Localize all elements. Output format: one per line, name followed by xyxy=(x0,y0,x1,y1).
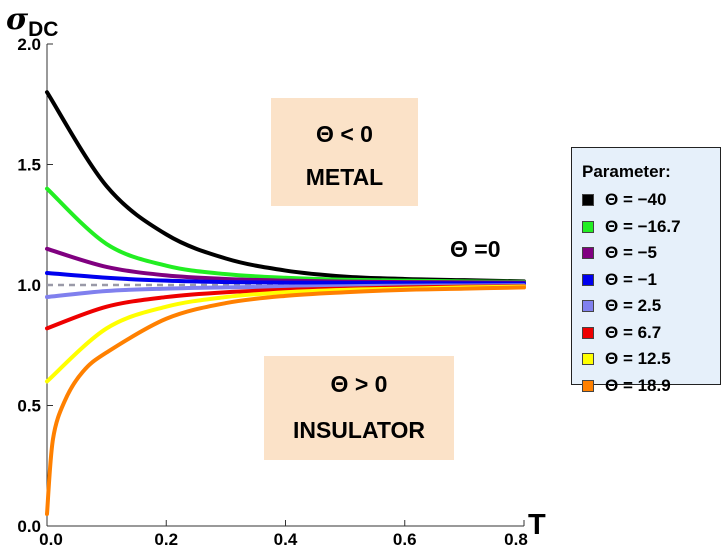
legend-label: Θ = −16.7 xyxy=(605,217,681,237)
y-tick-label: 0.5 xyxy=(17,397,41,416)
x-tick-label: 0.2 xyxy=(154,530,178,549)
legend-swatch xyxy=(582,274,594,286)
legend-label: Θ = 18.9 xyxy=(605,376,671,396)
legend-item: Θ = 18.9 xyxy=(582,373,720,400)
x-tick-label: 0.6 xyxy=(393,530,417,549)
insulator-annotation-line1: Θ > 0 xyxy=(331,371,388,397)
legend-item: Θ = 2.5 xyxy=(582,293,720,320)
legend-label: Θ = −5 xyxy=(605,243,657,263)
legend-title: Parameter: xyxy=(582,162,720,182)
legend: Parameter: Θ = −40 Θ = −16.7 Θ = −5 Θ = −1 Θ… xyxy=(571,147,721,385)
legend-item: Θ = 12.5 xyxy=(582,346,720,373)
legend-swatch xyxy=(582,221,594,233)
legend-swatch xyxy=(582,353,594,365)
legend-label: Θ = 12.5 xyxy=(605,349,671,369)
metal-annotation-line2: METAL xyxy=(306,164,384,190)
legend-swatch xyxy=(582,300,594,312)
x-tick-label: 0.0 xyxy=(39,530,63,549)
insulator-annotation-line2: INSULATOR xyxy=(293,417,425,443)
legend-swatch xyxy=(582,380,594,392)
legend-item: Θ = −1 xyxy=(582,267,720,294)
theta-zero-annotation: Θ =0 xyxy=(450,236,501,262)
y-tick-label: 2.0 xyxy=(17,35,41,54)
legend-swatch xyxy=(582,247,594,259)
legend-label: Θ = 6.7 xyxy=(605,323,661,343)
x-tick-label: 0.4 xyxy=(274,530,298,549)
y-tick-label: 0.0 xyxy=(17,517,41,536)
legend-item: Θ = −16.7 xyxy=(582,214,720,241)
legend-item: Θ = −5 xyxy=(582,240,720,267)
legend-item: Θ = −40 xyxy=(582,187,720,214)
x-tick-label: 0.8 xyxy=(504,530,528,549)
legend-swatch xyxy=(582,194,594,206)
legend-label: Θ = −40 xyxy=(605,190,666,210)
x-axis-title: T xyxy=(528,509,546,541)
metal-annotation-line1: Θ < 0 xyxy=(316,121,373,147)
legend-item: Θ = 6.7 xyxy=(582,320,720,347)
legend-label: Θ = 2.5 xyxy=(605,296,661,316)
legend-swatch xyxy=(582,327,594,339)
y-tick-label: 1.5 xyxy=(17,156,41,175)
legend-label: Θ = −1 xyxy=(605,270,657,290)
y-tick-label: 1.0 xyxy=(17,276,41,295)
y-axis-symbol: σ xyxy=(6,2,29,37)
